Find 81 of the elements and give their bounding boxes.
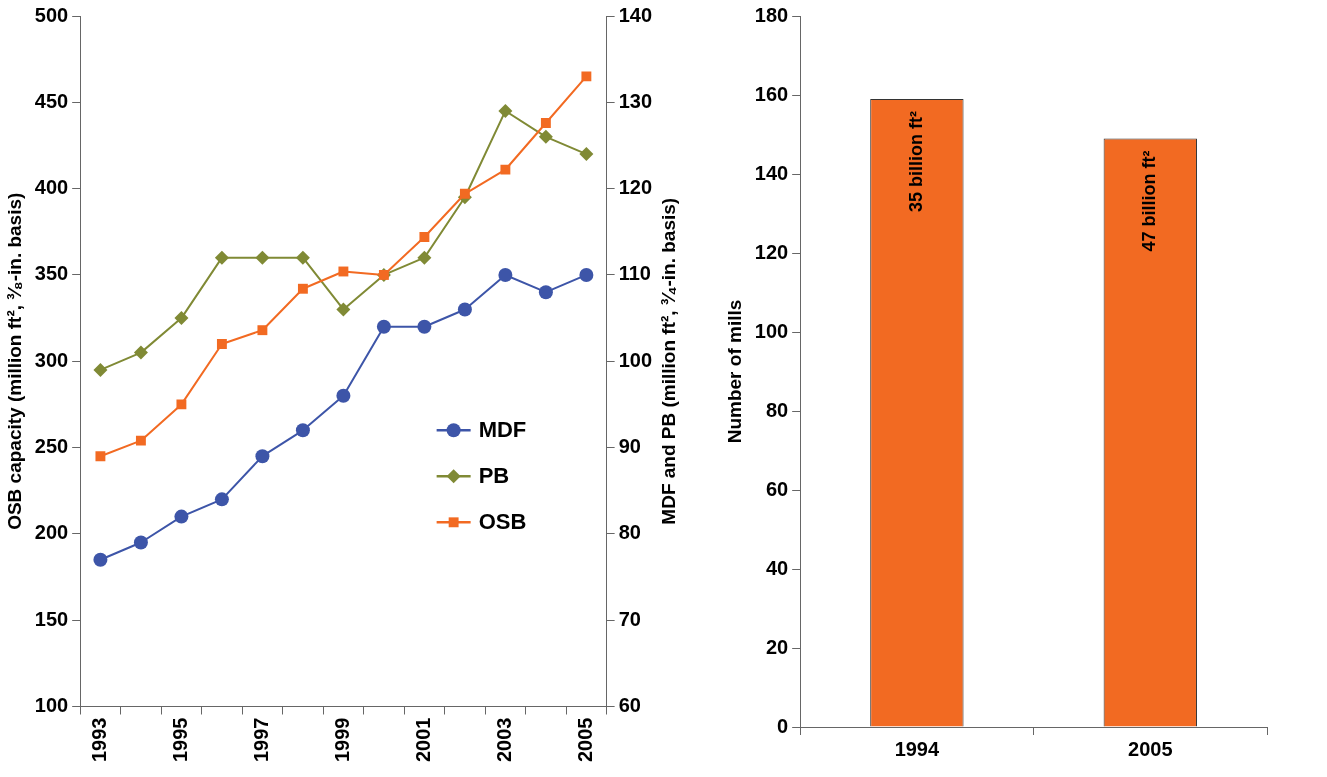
- y-tick-label: 100: [34, 694, 69, 717]
- point: [174, 509, 189, 524]
- y-tick-label: 400: [34, 176, 69, 199]
- legend-label: OSB: [478, 509, 527, 535]
- point: [538, 129, 553, 144]
- y-tick-label: 0: [777, 714, 789, 737]
- point: [336, 302, 351, 317]
- y-tick-label: 150: [34, 607, 69, 630]
- point: [295, 423, 310, 438]
- y-tick-label: 200: [34, 521, 69, 544]
- point: [133, 345, 148, 360]
- point: [214, 492, 229, 507]
- x-tick-label: 1994: [894, 737, 940, 760]
- point: [376, 319, 391, 334]
- x-tick-label: 2001: [411, 717, 434, 763]
- point: [214, 250, 229, 265]
- x-tick-label: 2003: [492, 717, 515, 763]
- y-tick-label: 160: [754, 82, 789, 105]
- x-tick-label: 2005: [1128, 737, 1173, 760]
- point: [174, 311, 189, 326]
- x-tick-label: 2005: [573, 717, 596, 763]
- y-tick-label: 140: [754, 161, 789, 184]
- y2-tick-label: 110: [618, 262, 651, 285]
- point: [255, 449, 270, 464]
- x-tick-label: 1997: [249, 717, 272, 763]
- y-tick-label: 450: [34, 89, 69, 112]
- y2-axis-title: MDF and PB (million ft², ³⁄₄-in. basis): [658, 197, 680, 525]
- point: [419, 232, 430, 242]
- y-tick-label: 60: [765, 477, 789, 500]
- point: [500, 164, 511, 175]
- y2-tick-label: 90: [618, 435, 641, 458]
- y-axis-title: Number of mills: [723, 299, 745, 444]
- y-tick-label: 180: [754, 3, 789, 26]
- y-tick-label: 40: [765, 556, 789, 579]
- point: [93, 552, 108, 567]
- point: [417, 319, 432, 334]
- y2-tick-label: 130: [618, 89, 653, 112]
- y-tick-label: 20: [765, 635, 789, 658]
- point: [459, 188, 470, 199]
- annotation: 47 billion ft²: [1139, 150, 1160, 252]
- point: [95, 451, 106, 462]
- point: [176, 399, 187, 410]
- x-tick-label: 1999: [330, 717, 353, 763]
- y2-tick-label: 60: [618, 694, 641, 717]
- y-tick-label: 250: [34, 435, 69, 458]
- point: [133, 535, 148, 550]
- y2-tick-label: 120: [618, 176, 653, 199]
- point: [540, 118, 551, 128]
- point: [257, 325, 268, 336]
- point: [538, 285, 553, 300]
- point: [135, 435, 146, 446]
- point: [581, 71, 592, 82]
- y-axis-title: OSB capacity (million ft², ³⁄₈-in. basis): [3, 192, 25, 530]
- x-tick-label: 1995: [168, 717, 191, 763]
- point: [457, 302, 472, 317]
- y-tick-label: 350: [34, 262, 69, 285]
- point: [579, 267, 594, 282]
- legend-label: PB: [478, 463, 510, 489]
- y-tick-label: 120: [754, 240, 789, 263]
- y2-tick-label: 80: [618, 521, 641, 544]
- y2-tick-label: 70: [618, 607, 641, 630]
- point: [297, 283, 308, 294]
- point: [498, 267, 513, 282]
- y-tick-label: 300: [34, 348, 69, 371]
- point: [498, 103, 513, 118]
- y-tick-label: 100: [754, 319, 789, 342]
- point: [579, 147, 594, 162]
- y2-tick-label: 100: [618, 348, 653, 371]
- point: [216, 339, 227, 349]
- point: [338, 266, 349, 277]
- y2-tick-label: 140: [618, 3, 653, 26]
- point: [93, 362, 108, 377]
- x-tick-label: 1993: [87, 717, 110, 763]
- point: [295, 250, 310, 265]
- legend-label: MDF: [478, 417, 527, 443]
- point: [417, 250, 432, 265]
- annotation: 35 billion ft²: [905, 110, 926, 212]
- point: [336, 388, 351, 403]
- y-tick-label: 80: [765, 398, 789, 421]
- y-tick-label: 500: [34, 3, 69, 26]
- point: [255, 250, 270, 265]
